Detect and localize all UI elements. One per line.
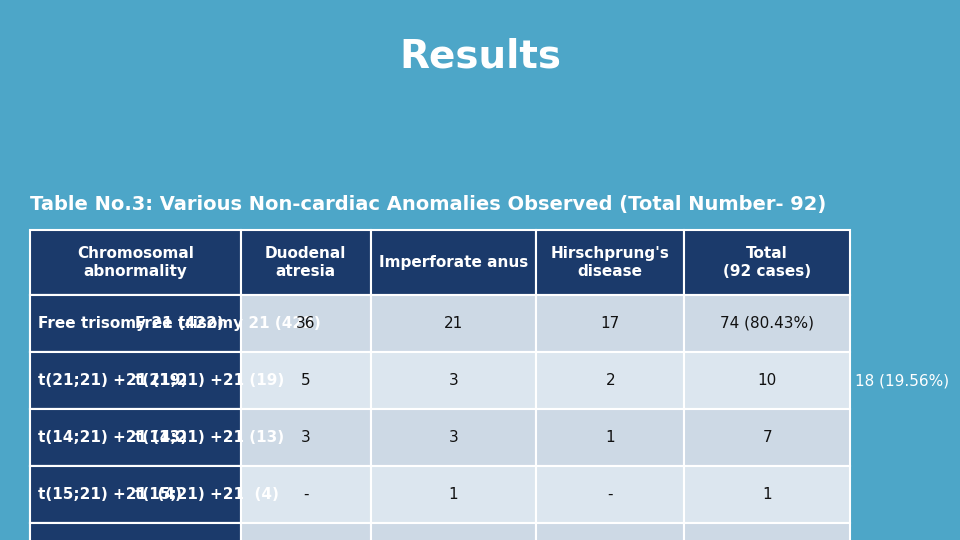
Text: t(15;21) +21  (4): t(15;21) +21 (4) [135,487,279,502]
Bar [371,466,537,523]
Bar [371,523,537,540]
Bar [371,409,537,466]
Bar [537,295,684,352]
Text: Results: Results [399,38,561,76]
Text: 2: 2 [606,373,615,388]
Bar [537,409,684,466]
Bar [30,409,241,466]
Bar [537,230,684,295]
Text: 3: 3 [448,430,458,445]
Text: Free trisomy 21 (422): Free trisomy 21 (422) [38,316,224,331]
Bar [30,466,241,523]
Text: 18 (19.56%): 18 (19.56%) [855,373,949,388]
Text: 74 (80.43%): 74 (80.43%) [720,316,814,331]
Text: Duodenal
atresia: Duodenal atresia [265,246,347,279]
Bar [241,352,371,409]
Text: Free trisomy 21 (422): Free trisomy 21 (422) [135,316,321,331]
Bar [371,295,537,352]
Bar [684,409,850,466]
Text: -: - [608,487,613,502]
Text: 1: 1 [762,487,772,502]
Text: 17: 17 [601,316,620,331]
Bar [241,466,371,523]
Text: Chromosomal
abnormality: Chromosomal abnormality [77,246,194,279]
Bar [684,295,850,352]
Bar [30,295,241,352]
Text: t(14;21) +21 (13): t(14;21) +21 (13) [38,430,187,445]
Bar [30,466,241,523]
Text: Table No.3: Various Non-cardiac Anomalies Observed (Total Number- 92): Table No.3: Various Non-cardiac Anomalie… [30,195,827,214]
Text: t(21;21) +21 (19): t(21;21) +21 (19) [135,373,284,388]
Bar [684,466,850,523]
Text: 1: 1 [448,487,458,502]
Bar [684,523,850,540]
Bar [30,230,241,295]
Bar [30,523,241,540]
Bar [30,409,241,466]
Bar [241,523,371,540]
Bar [537,352,684,409]
Text: 10: 10 [757,373,777,388]
Bar [684,352,850,409]
Text: Imperforate anus: Imperforate anus [379,255,528,270]
Bar [30,352,241,409]
Bar [371,230,537,295]
Text: 36: 36 [296,316,315,331]
Bar [371,352,537,409]
Bar [684,230,850,295]
Text: t(14;21) +21 (13): t(14;21) +21 (13) [135,430,284,445]
Text: t(15;21) +21  (4): t(15;21) +21 (4) [38,487,181,502]
Bar [241,409,371,466]
Bar [30,295,241,352]
Bar [537,523,684,540]
Text: 21: 21 [444,316,463,331]
Bar [30,352,241,409]
Text: 5: 5 [300,373,310,388]
Text: 1: 1 [606,430,615,445]
Bar [30,523,241,540]
Bar [537,466,684,523]
Text: t(21;21) +21 (19): t(21;21) +21 (19) [38,373,187,388]
Text: 7: 7 [762,430,772,445]
Text: Total
(92 cases): Total (92 cases) [723,246,811,279]
Text: 3: 3 [448,373,458,388]
Text: Hirschprung's
disease: Hirschprung's disease [551,246,670,279]
Text: 3: 3 [300,430,310,445]
Bar [241,230,371,295]
Bar [241,295,371,352]
Text: -: - [302,487,308,502]
